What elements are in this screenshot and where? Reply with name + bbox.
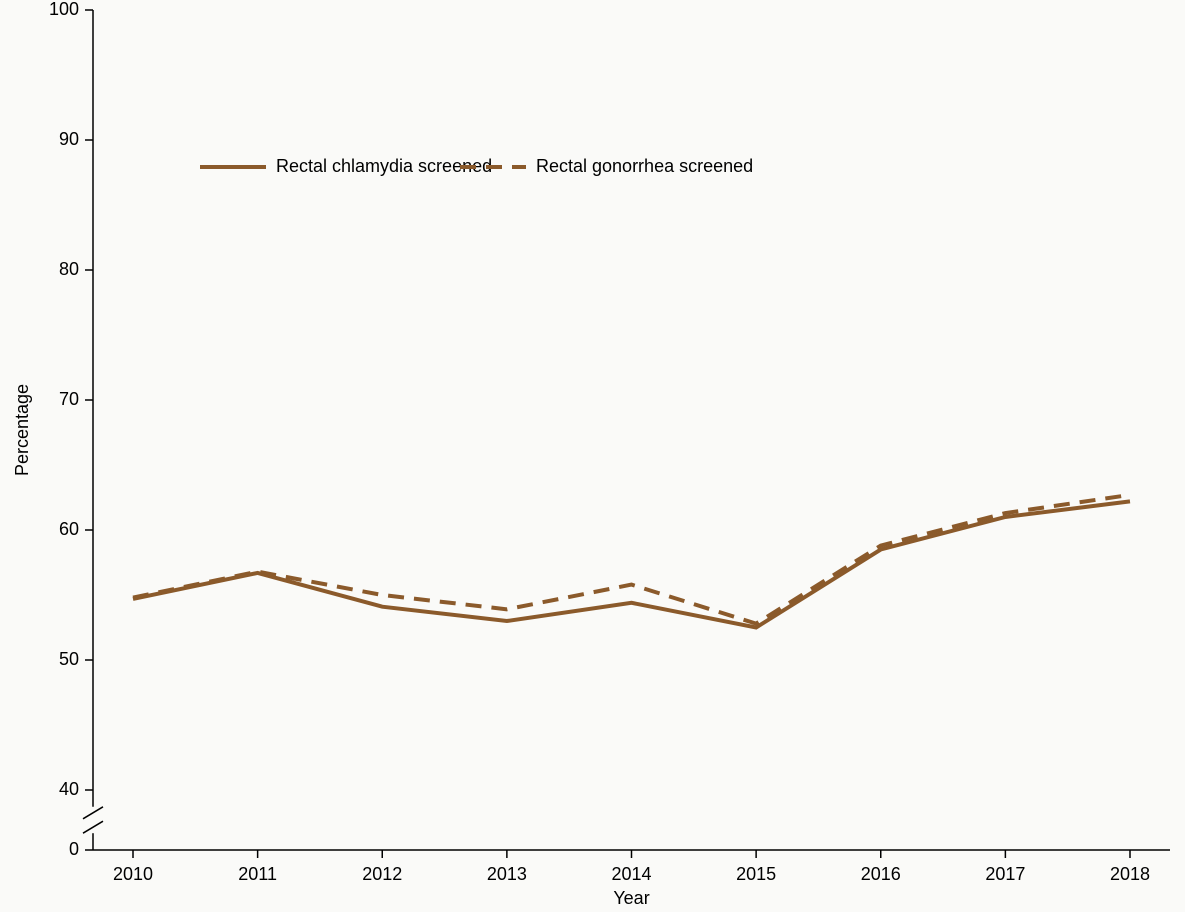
legend-label-chlamydia: Rectal chlamydia screened — [276, 156, 492, 176]
x-tick-label: 2014 — [611, 864, 651, 884]
x-tick-label: 2016 — [861, 864, 901, 884]
y-axis-title: Percentage — [12, 384, 32, 476]
y-tick-label: 60 — [59, 519, 79, 539]
line-chart: 0 40 50 60 70 80 90 100 Percentage 2010 2011 2012 20… — [0, 0, 1185, 912]
x-tick-label: 2010 — [113, 864, 153, 884]
x-tick-label: 2013 — [487, 864, 527, 884]
y-tick-label: 50 — [59, 649, 79, 669]
legend-label-gonorrhea: Rectal gonorrhea screened — [536, 156, 753, 176]
x-tick-label: 2012 — [362, 864, 402, 884]
y-tick-label: 90 — [59, 129, 79, 149]
x-tick-label: 2011 — [238, 864, 277, 884]
y-tick-label: 40 — [59, 779, 79, 799]
chart-container: 0 40 50 60 70 80 90 100 Percentage 2010 2011 2012 20… — [0, 0, 1185, 912]
x-tick-label: 2017 — [985, 864, 1025, 884]
x-tick-label: 2018 — [1110, 864, 1150, 884]
y-tick-label: 70 — [59, 389, 79, 409]
y-tick-label: 0 — [69, 839, 79, 859]
x-axis-title: Year — [613, 888, 649, 908]
y-tick-label: 80 — [59, 259, 79, 279]
y-tick-label: 100 — [49, 0, 79, 19]
x-tick-label: 2015 — [736, 864, 776, 884]
